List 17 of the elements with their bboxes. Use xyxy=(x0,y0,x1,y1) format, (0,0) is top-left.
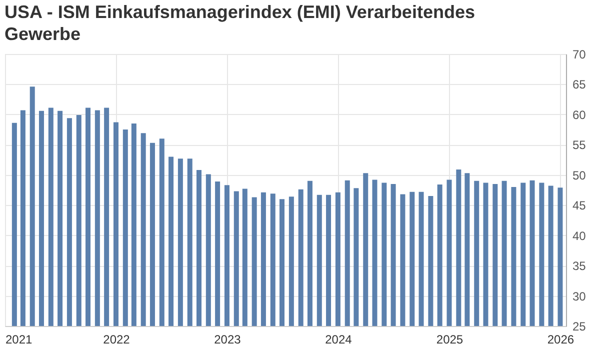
x-tick-label: 2026 xyxy=(547,332,574,346)
y-tick-label: 40 xyxy=(572,228,586,243)
y-tick-label: 30 xyxy=(572,289,586,304)
x-tick-label: 2021 xyxy=(6,332,33,346)
y-tick-label: 65 xyxy=(572,78,586,92)
y-tick-label: 35 xyxy=(572,259,586,274)
x-tick-label: 2025 xyxy=(436,332,464,346)
y-tick-label: 60 xyxy=(572,108,586,122)
x-tick-label: 2022 xyxy=(103,332,130,346)
y-tick-label: 25 xyxy=(572,320,586,334)
y-tick-label: 45 xyxy=(572,198,586,213)
x-tick-label: 2024 xyxy=(325,332,352,346)
chart-title: USA - ISM Einkaufsmanagerindex (EMI) Verarbeitendes Gewerbe xyxy=(4,2,475,44)
y-tick-label: 50 xyxy=(572,168,586,182)
y-tick-label: 55 xyxy=(572,138,586,152)
y-tick-label: 70 xyxy=(572,48,586,62)
x-tick-label: 2023 xyxy=(214,332,242,346)
